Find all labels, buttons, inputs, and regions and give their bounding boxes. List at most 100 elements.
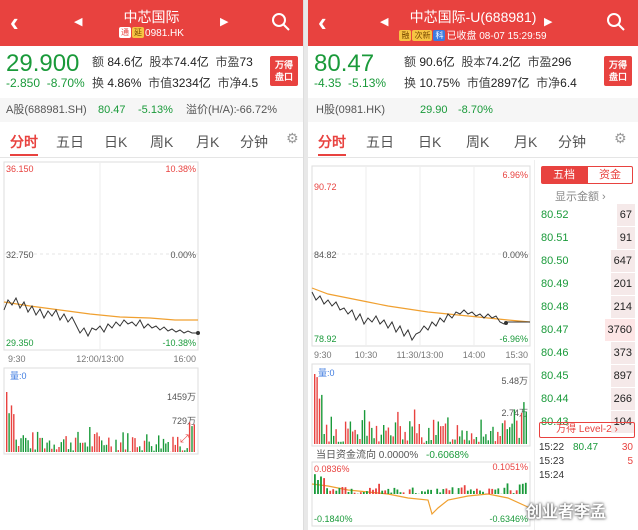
h-share-ref-bar[interactable]: H股(0981.HK) 29.90 -8.70%: [308, 98, 638, 122]
volume-bar: [323, 478, 325, 494]
volume-bar: [435, 435, 437, 444]
back-icon[interactable]: ‹: [10, 7, 19, 37]
volume-bar: [518, 484, 521, 494]
volume-bar: [490, 431, 492, 444]
volume-bar: [425, 440, 428, 444]
tab-daily-k[interactable]: 日K: [104, 134, 128, 150]
settings-icon[interactable]: ⚙: [286, 130, 299, 146]
volume-bar: [361, 420, 363, 444]
a-share-ref-bar[interactable]: A股(688981.SH) 80.47 -5.13% 溢价(H/A): -66.…: [0, 98, 303, 122]
volume-bar: [134, 438, 136, 452]
volume-bar: [487, 440, 489, 444]
volume-bar: [414, 493, 417, 494]
volume-bar: [131, 437, 134, 452]
volume-bar: [186, 448, 188, 452]
volume-bar: [41, 437, 43, 452]
volume-bar: [509, 427, 511, 444]
volume-bar: [372, 489, 374, 494]
settings-icon[interactable]: ⚙: [614, 130, 627, 146]
orderbook-price: 80.48: [541, 301, 569, 313]
volume-bar: [110, 446, 112, 452]
flow-tick-right-low: -0.6346%: [489, 514, 528, 524]
tab-five-day[interactable]: 五日: [56, 134, 84, 150]
volume-bar: [497, 431, 499, 444]
volume-bar: [44, 448, 46, 452]
show-amount-toggle[interactable]: 显示金额 ›: [555, 191, 606, 203]
volume-bar: [497, 488, 500, 494]
wind-orderbook-button[interactable]: 万得 盘口: [604, 56, 632, 86]
volume-bar: [20, 438, 22, 452]
volume-bar: [440, 426, 442, 444]
orderbook-row: 80.52 67: [535, 204, 638, 226]
volume-bar: [318, 398, 321, 444]
y-max-label: 36.150: [6, 164, 34, 174]
fund-flow-bars: [314, 474, 527, 494]
volume-bar: [143, 440, 146, 452]
tab-monthly-k[interactable]: 月K: [514, 134, 538, 150]
volume-bar: [436, 488, 439, 494]
orderbook-row: 80.45 897: [535, 365, 638, 387]
intraday-chart: 36.150 32.750 29.350 10.38% 0.00% -10.38…: [3, 161, 200, 455]
y-mid-label: 84.82: [314, 250, 337, 260]
chart-tabs: 分时 五日 日K 周K 月K 分钟 ⚙: [308, 126, 638, 156]
tab-minute[interactable]: 分钟: [558, 134, 586, 150]
tab-daily-k[interactable]: 日K: [418, 134, 442, 150]
orderbook-row: 80.51 91: [535, 227, 638, 249]
volume-bar: [482, 436, 485, 444]
volume-bar: [460, 487, 463, 494]
volume-bar: [60, 442, 62, 452]
prev-stock-icon[interactable]: ◀: [380, 16, 389, 28]
volume-bar: [380, 434, 382, 444]
tab-weekly-k[interactable]: 周K: [150, 134, 174, 150]
next-stock-icon[interactable]: ▶: [544, 16, 553, 28]
a-stock-panel: ‹ ◀ 中芯国际-U(688981) 融次新科已收盘 08-07 15:29:5…: [308, 0, 638, 530]
volume-bar: [46, 442, 48, 452]
prev-stock-icon[interactable]: ◀: [74, 16, 83, 28]
volume-bar: [359, 439, 361, 444]
wind-orderbook-button[interactable]: 万得 盘口: [270, 56, 298, 86]
orderbook-volume: 266: [610, 388, 635, 410]
volume-bar: [506, 429, 508, 444]
tag-yan: 延: [132, 27, 145, 38]
tab-minute[interactable]: 分钟: [240, 134, 268, 150]
volume-bar: [454, 439, 456, 444]
next-stock-icon[interactable]: ▶: [220, 16, 229, 28]
volume-bar: [323, 434, 325, 444]
volume-bar: [350, 488, 353, 494]
volume-bars: [314, 374, 527, 444]
orderbook-price: 80.52: [541, 209, 569, 221]
expand-icon[interactable]: ⤢: [180, 433, 189, 445]
volume-bar: [340, 441, 342, 444]
status-time: 08-07 15:29:59: [479, 31, 547, 42]
level2-button[interactable]: 万得 Level-2 ›: [539, 422, 635, 438]
volume-bar: [329, 490, 332, 494]
volume-bar: [371, 427, 373, 444]
volume-bar: [392, 436, 394, 444]
volume-bar: [448, 490, 451, 494]
y-max-pct: 6.96%: [502, 170, 528, 180]
back-icon[interactable]: ‹: [318, 7, 327, 37]
volume-bar: [408, 489, 411, 494]
volume-bar: [445, 488, 448, 494]
tab-intraday[interactable]: 分时: [318, 134, 346, 150]
volume-bar: [480, 419, 482, 444]
tab-capital[interactable]: 资金: [587, 166, 633, 184]
volume-bar: [342, 441, 344, 444]
y-max-label: 90.72: [314, 182, 337, 192]
volume-bar: [421, 491, 423, 494]
volume-bar: [120, 442, 122, 452]
tab-monthly-k[interactable]: 月K: [196, 134, 220, 150]
tab-five-day[interactable]: 五日: [366, 134, 394, 150]
volume-bar: [430, 489, 432, 494]
volume-bar: [347, 428, 349, 444]
tab-intraday[interactable]: 分时: [10, 134, 38, 150]
tab-weekly-k[interactable]: 周K: [466, 134, 490, 150]
search-icon[interactable]: [271, 12, 291, 32]
vol-tick-mid: 729万: [172, 416, 196, 426]
search-icon[interactable]: [606, 12, 626, 32]
volume-bar: [86, 446, 89, 452]
volume-bar: [13, 414, 15, 452]
stock-title: 中芯国际-U(688981): [409, 9, 537, 25]
watermark: 创业者李孟: [526, 504, 607, 521]
tab-five-levels[interactable]: 五档: [541, 166, 587, 184]
